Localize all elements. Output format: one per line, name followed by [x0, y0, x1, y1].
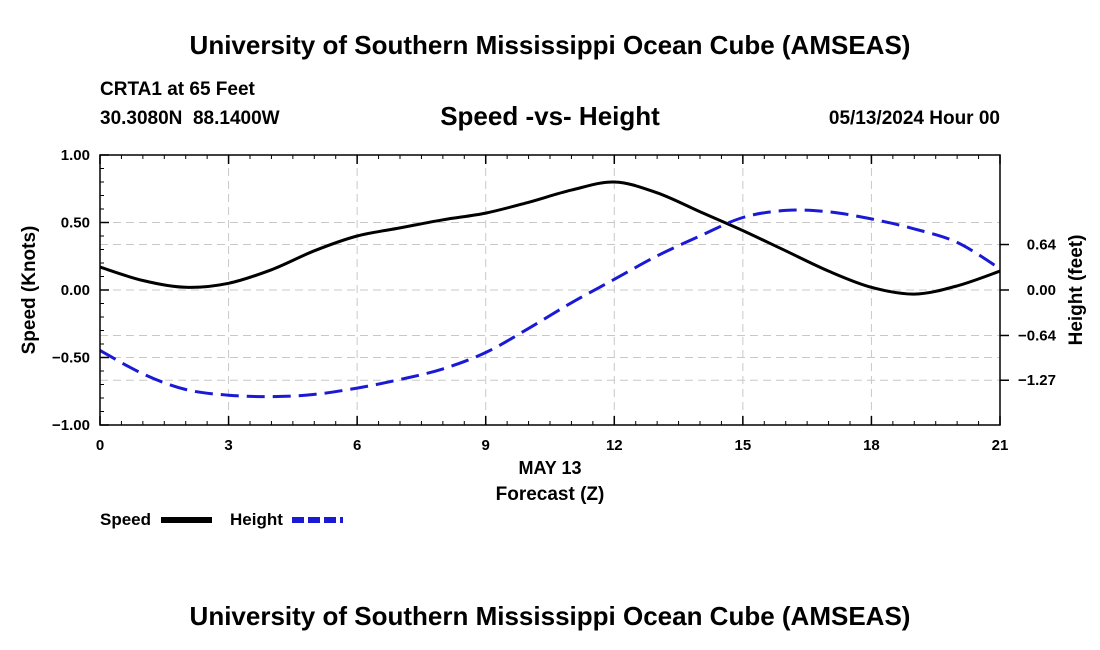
- x-tick-label: 12: [606, 437, 623, 454]
- legend: Speed Height: [100, 510, 343, 529]
- y-right-tick-label: 0.64: [1027, 237, 1057, 254]
- y-axis-right-title: Height (feet): [1066, 235, 1087, 346]
- y-right-tick-label: −1.27: [1018, 372, 1056, 389]
- tick-labels: 0 3 6 9 12 15 18 21 1.00 0.50 0.00 −0.50 −1.00 0.64 0.…: [52, 147, 1057, 454]
- plot-frame: [99, 154, 1001, 426]
- y-right-tick-label: −0.64: [1018, 327, 1057, 344]
- y-left-tick-label: −1.00: [52, 417, 90, 434]
- chart-title: Speed -vs- Height: [440, 101, 660, 131]
- legend-height-label: Height: [230, 510, 283, 529]
- x-tick-label: 6: [353, 437, 361, 454]
- series-line-speed: [99, 180, 1001, 296]
- x-tick-label: 0: [96, 437, 104, 454]
- footer-title: University of Southern Mississippi Ocean…: [190, 601, 911, 631]
- x-tick-label: 15: [735, 437, 752, 454]
- x-axis-date-label: MAY 13: [518, 458, 581, 478]
- legend-speed-label: Speed: [100, 510, 151, 529]
- y-left-tick-label: 0.50: [61, 215, 90, 232]
- series-lines: [99, 180, 1001, 399]
- y-left-tick-label: 1.00: [61, 147, 90, 164]
- station-label: CRTA1 at 65 Feet: [100, 79, 256, 100]
- forecast-datetime: 05/13/2024 Hour 00: [829, 108, 1000, 129]
- x-tick-label: 21: [992, 437, 1009, 454]
- x-tick-label: 9: [482, 437, 490, 454]
- x-axis-title: Forecast (Z): [496, 484, 605, 505]
- x-tick-label: 3: [224, 437, 232, 454]
- series-line-height: [99, 208, 1001, 399]
- grid-lines: [100, 155, 1000, 425]
- y-right-tick-label: 0.00: [1027, 282, 1056, 299]
- main-title: University of Southern Mississippi Ocean…: [190, 30, 911, 60]
- station-coords: 30.3080N 88.1400W: [100, 108, 280, 129]
- y-left-tick-label: −0.50: [52, 350, 90, 367]
- y-left-tick-label: 0.00: [61, 282, 90, 299]
- y-axis-left-title: Speed (Knots): [19, 226, 40, 355]
- x-tick-label: 18: [863, 437, 880, 454]
